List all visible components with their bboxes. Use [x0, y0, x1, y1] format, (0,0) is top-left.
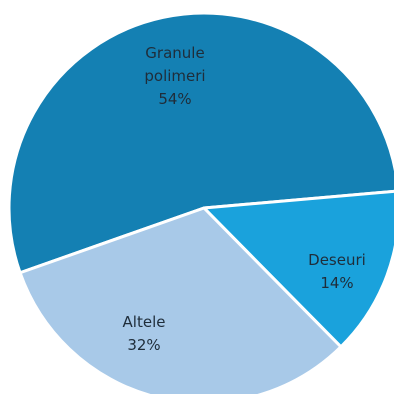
- category-label: Granule: [145, 44, 204, 62]
- pie-slices: [7, 11, 394, 394]
- slice-deseuri: [202, 189, 394, 349]
- slice-altele-label: Altele 32%: [123, 313, 166, 354]
- value-label: 14%: [320, 274, 353, 292]
- value-label: 54%: [158, 90, 191, 108]
- value-label: 32%: [127, 336, 160, 354]
- slice-deseuri-label: Deseuri 14%: [308, 251, 366, 292]
- slice-altele: [18, 206, 343, 394]
- category-label: Deseuri: [308, 251, 366, 269]
- pie-labels: Granule polimeri 54% Deseuri 14% Altele 32%: [123, 44, 366, 354]
- slice-granule-polimeri: [7, 11, 394, 275]
- slice-granule-polimeri-label: Granule polimeri 54%: [144, 44, 205, 108]
- category-label: polimeri: [144, 67, 205, 85]
- category-label: Altele: [123, 313, 166, 331]
